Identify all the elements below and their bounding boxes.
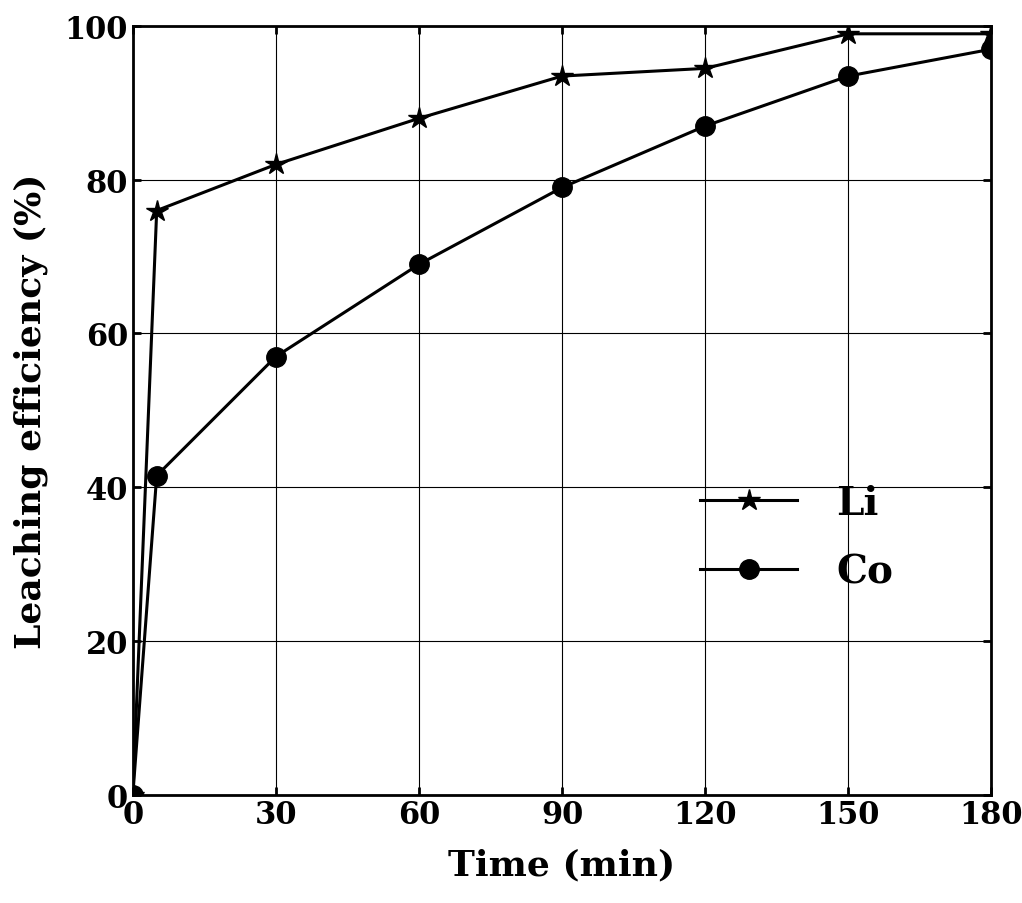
Li — [150, 206, 162, 217]
Li — [270, 160, 282, 171]
Li — [985, 29, 997, 40]
Co — [699, 122, 711, 133]
Li — [842, 29, 854, 40]
Co — [842, 71, 854, 82]
X-axis label: Time (min): Time (min) — [449, 847, 676, 881]
Legend: Li, Co: Li, Co — [685, 469, 909, 607]
Y-axis label: Leaching efficiency (%): Leaching efficiency (%) — [13, 173, 48, 648]
Co — [270, 352, 282, 363]
Line: Co: Co — [123, 41, 1002, 805]
Co — [985, 44, 997, 56]
Li — [556, 71, 568, 82]
Co — [556, 182, 568, 194]
Li — [127, 789, 139, 800]
Co — [150, 470, 162, 481]
Li — [699, 64, 711, 75]
Co — [413, 260, 425, 271]
Li — [413, 114, 425, 125]
Co — [127, 789, 139, 800]
Line: Li: Li — [122, 23, 1003, 805]
